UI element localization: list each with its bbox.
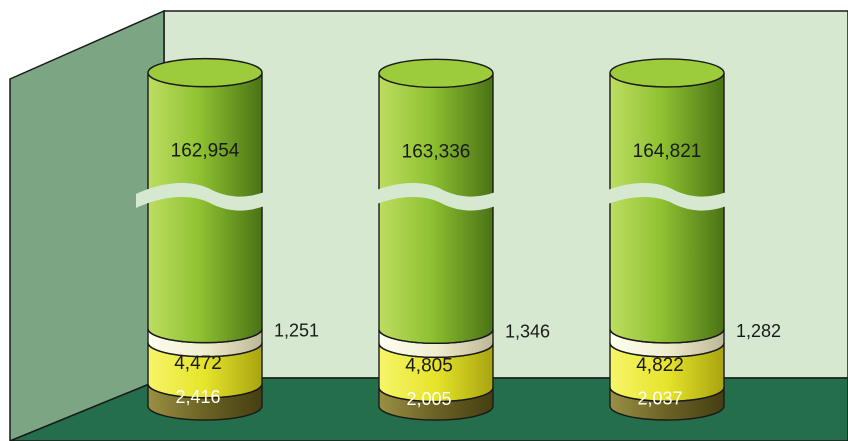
segment-edge xyxy=(609,342,725,358)
segment-edge xyxy=(147,342,263,358)
data-label-bottom: 2,037 xyxy=(637,389,682,409)
cylinder-2: 2,005 4,805 1,346 163,336 xyxy=(367,58,550,421)
cylinder-3: 2,037 4,822 1,282 164,821 xyxy=(598,58,781,421)
data-label-bottom: 2,416 xyxy=(175,387,220,407)
axis-break xyxy=(367,183,505,211)
axis-break xyxy=(136,183,274,211)
segment-edge xyxy=(147,328,263,344)
data-label-yellow: 4,472 xyxy=(174,353,222,374)
cylinder-1: 2,416 4,472 1,251 162,954 xyxy=(136,57,319,421)
segment-edge xyxy=(378,329,494,344)
cylinder-bars: 2,416 4,472 1,251 162,954 2,005 4,805 1,346 163… xyxy=(136,57,781,421)
cylinder-cap xyxy=(609,58,725,88)
segment-edge xyxy=(378,387,494,403)
data-label-top: 163,336 xyxy=(402,141,471,162)
cylinder-cap xyxy=(147,57,263,88)
segment-edge xyxy=(609,387,725,402)
side-wall xyxy=(9,9,165,441)
data-label-top: 162,954 xyxy=(171,141,240,162)
data-label-cream: 1,346 xyxy=(505,321,550,341)
data-label-bottom: 2,005 xyxy=(406,389,451,409)
axis-break xyxy=(598,183,736,211)
cylinder-cap xyxy=(378,58,494,89)
data-label-cream: 1,251 xyxy=(274,321,319,341)
segment-edge xyxy=(378,343,494,358)
data-label-top: 164,821 xyxy=(633,141,702,162)
data-label-yellow: 4,822 xyxy=(636,355,684,376)
segment-edge xyxy=(609,328,725,344)
data-label-cream: 1,282 xyxy=(736,321,781,341)
data-label-yellow: 4,805 xyxy=(405,355,453,376)
segment-edge xyxy=(147,383,263,399)
